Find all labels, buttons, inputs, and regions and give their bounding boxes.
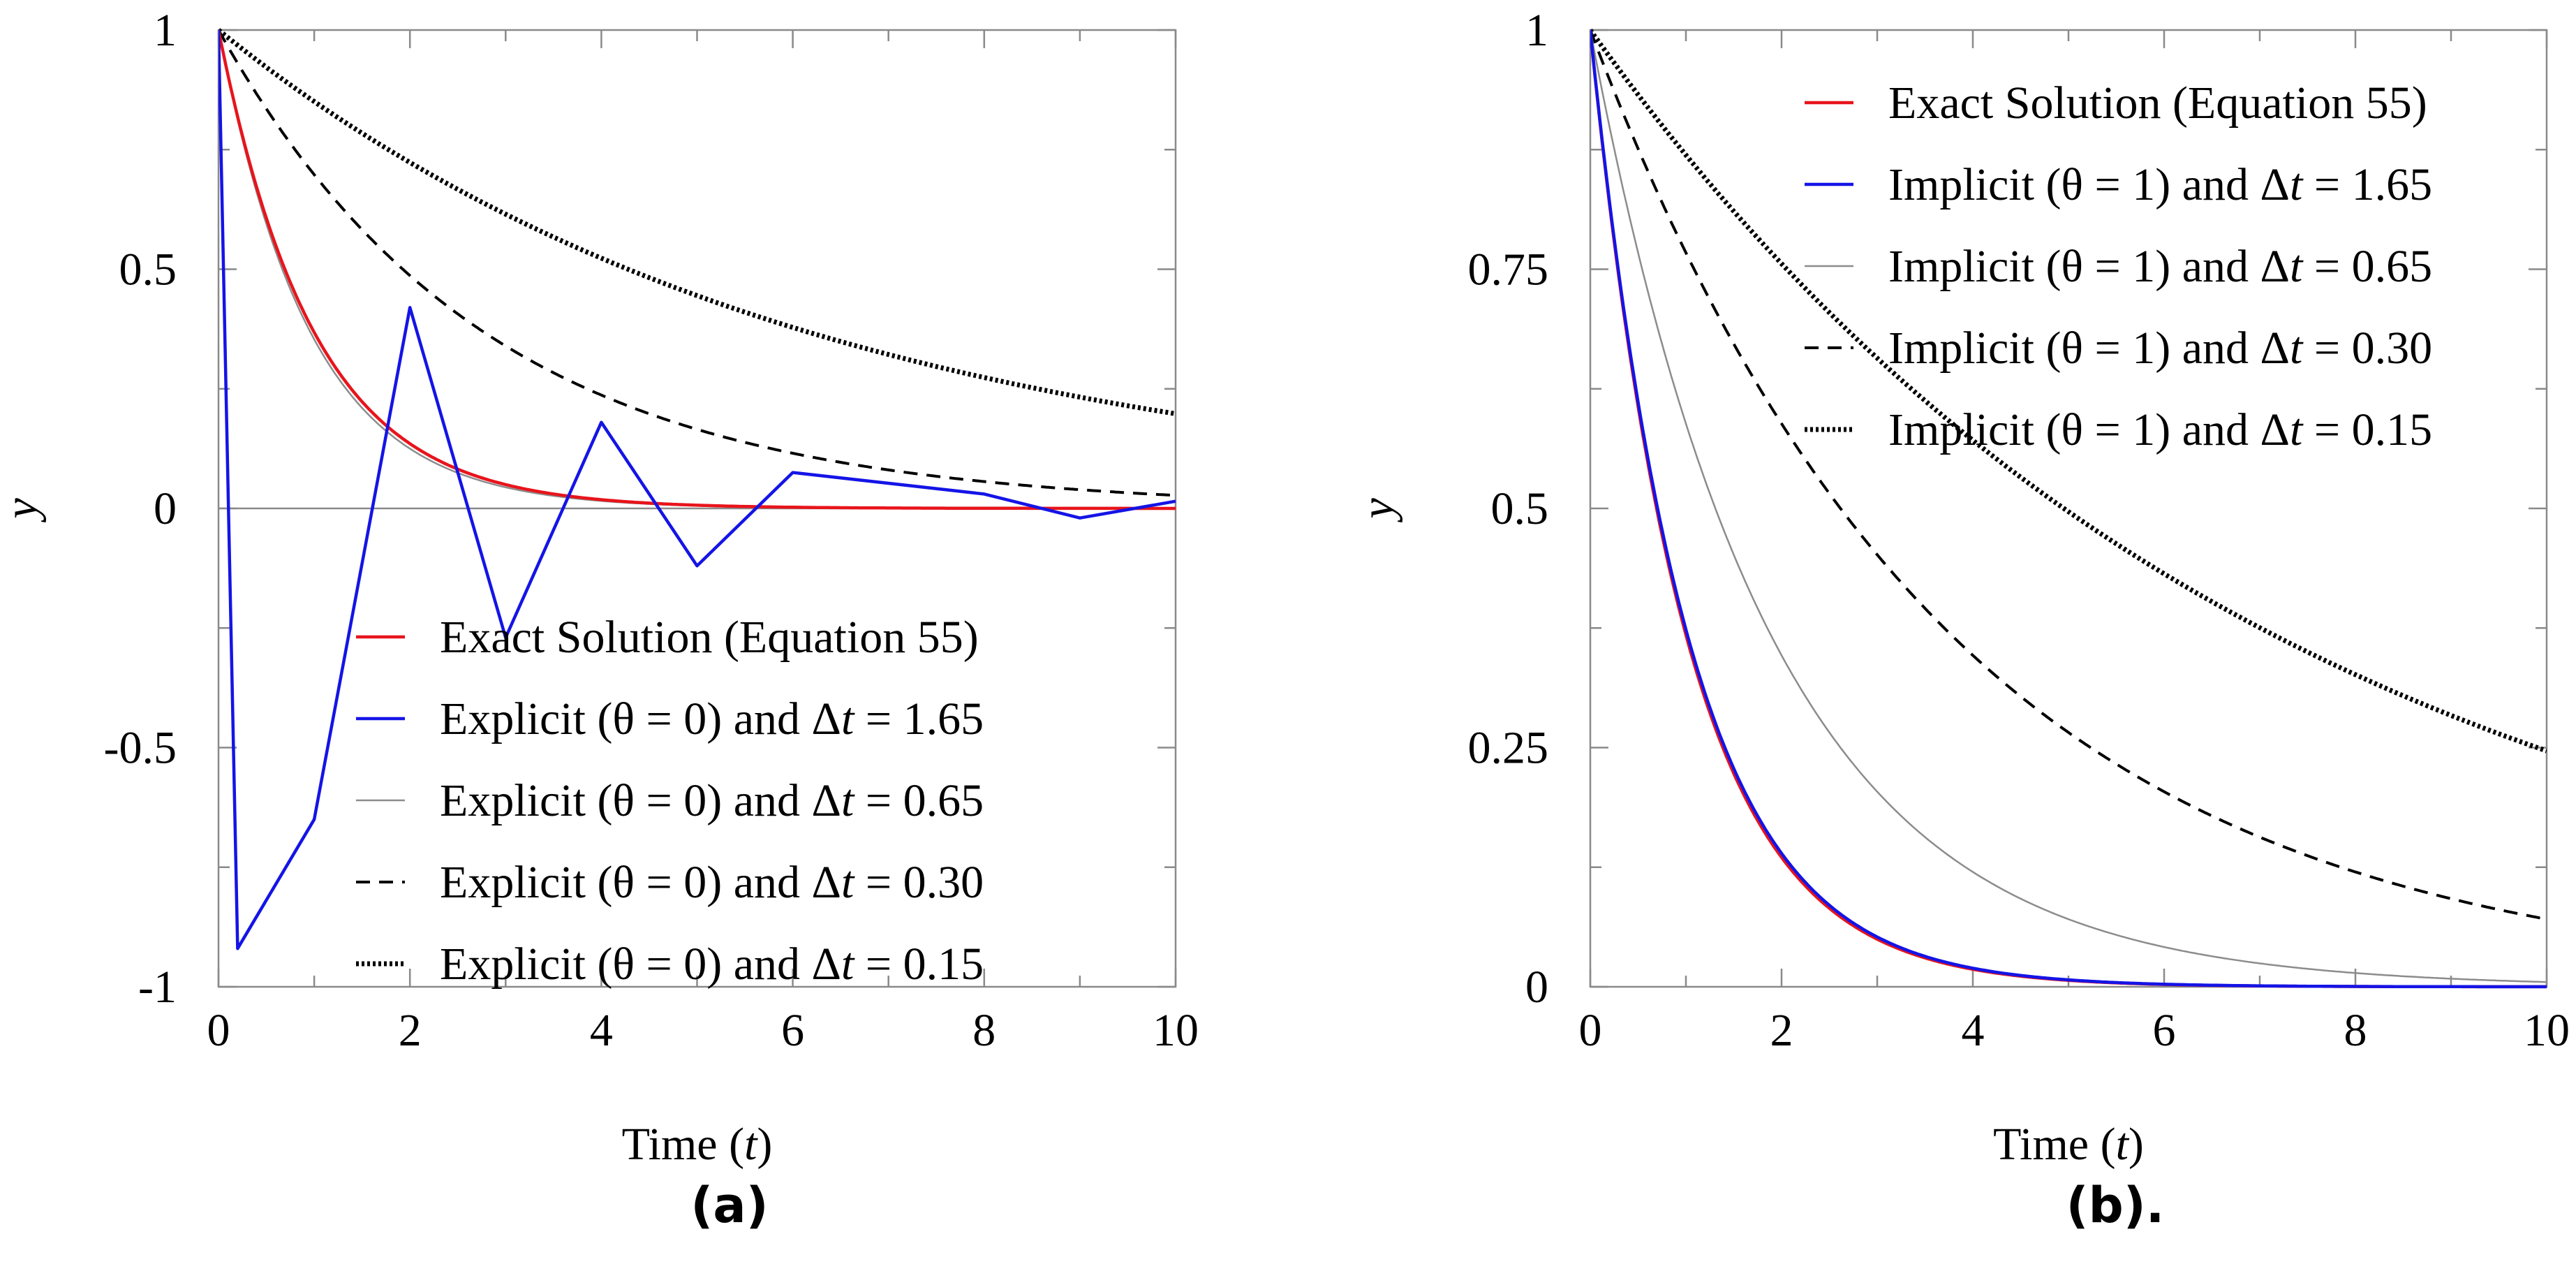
series-line-5 [1590,28,2547,754]
legend-label-2: Implicit (θ = 1) and Δt = 1.65 [1888,159,2432,210]
legend-label-2: Explicit (θ = 0) and Δt = 1.65 [440,693,984,744]
x-tick-label: 2 [399,1005,422,1056]
series-line-2 [219,29,1176,950]
x-tick-label: 4 [590,1005,613,1056]
series-line-3 [219,29,1176,510]
x-tick-label: 6 [781,1005,804,1056]
legend-label-4: Explicit (θ = 0) and Δt = 0.30 [440,857,984,908]
y-tick-label: 1 [1525,5,1548,56]
legend-label-3: Implicit (θ = 1) and Δt = 0.65 [1888,241,2432,292]
legend-label-4: Implicit (θ = 1) and Δt = 0.30 [1888,323,2432,374]
y-tick-label: 0 [1525,962,1548,1013]
legend-label-1: Exact Solution (Equation 55) [440,612,979,663]
y-tick-label: -1 [138,962,177,1013]
y-axis-title: y [0,498,47,523]
x-tick-label: 2 [1770,1005,1793,1056]
y-tick-label: 0 [154,483,177,534]
y-tick-label: 0.75 [1468,244,1549,295]
series-line-1 [219,29,1176,511]
y-tick-label: -0.5 [104,723,177,774]
x-tick-label: 10 [1153,1005,1199,1056]
y-axis-title: y [1352,498,1403,523]
series-line-3 [1590,29,2547,983]
y-tick-label: 1 [154,5,177,56]
legend: Exact Solution (Equation 55) Explicit (θ … [356,612,984,990]
legend-label-3: Explicit (θ = 0) and Δt = 0.65 [440,775,984,826]
panel-label: (a) [690,1177,768,1234]
x-tick-label: 0 [207,1005,230,1056]
y-tick-label: 0.5 [119,244,177,295]
x-tick-label: 10 [2524,1005,2570,1056]
plot-area [1590,28,2547,989]
series-line-4 [1590,29,2547,921]
legend-label-5: Explicit (θ = 0) and Δt = 0.15 [440,939,984,990]
x-axis-title: Time (t) [1993,1119,2144,1170]
legend-label-5: Implicit (θ = 1) and Δt = 0.15 [1888,404,2432,455]
x-tick-label: 8 [972,1005,995,1056]
plot-area [219,28,1176,950]
chart-panel-a: 0 2 4 6 8 10 -1 -0.5 0 0.5 1 Time (t) y (a) Exact Solu… [0,5,1199,1234]
series-line-2 [1590,29,2547,989]
x-tick-label: 4 [1962,1005,1985,1056]
x-tick-label: 0 [1579,1005,1602,1056]
series-line-4 [219,29,1176,497]
x-axis-title: Time (t) [622,1119,773,1170]
y-tick-label: 0.5 [1491,483,1549,534]
chart-panel-b: 0 2 4 6 8 10 0 0.25 0.5 0.75 1 Time (t) y (b). Exact S… [1352,5,2570,1234]
legend-label-1: Exact Solution (Equation 55) [1888,78,2427,128]
panel-label: (b). [2066,1177,2165,1234]
series-line-5 [219,28,1176,416]
y-tick-label: 0.25 [1468,723,1549,774]
x-tick-label: 8 [2344,1005,2367,1056]
x-tick-label: 6 [2153,1005,2176,1056]
legend: Exact Solution (Equation 55) Implicit (θ … [1805,78,2432,455]
